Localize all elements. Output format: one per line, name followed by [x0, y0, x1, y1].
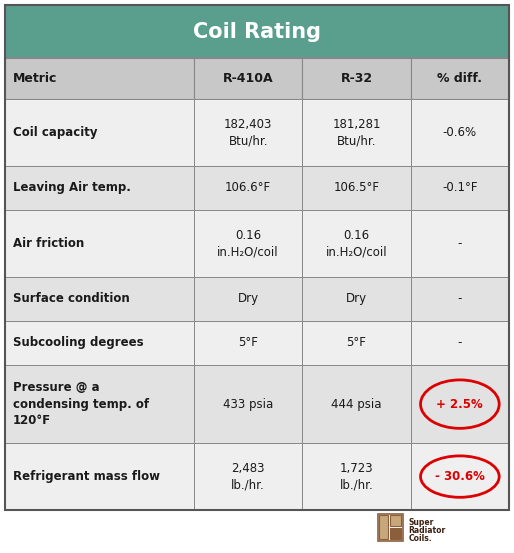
Bar — [5, 276, 194, 321]
Text: 0.16
in.H₂O/coil: 0.16 in.H₂O/coil — [217, 228, 279, 258]
Text: Dry: Dry — [237, 293, 259, 305]
Text: Pressure @ a
condensing temp. of
120°F: Pressure @ a condensing temp. of 120°F — [13, 381, 149, 427]
Text: Coil Rating: Coil Rating — [193, 22, 321, 41]
Text: Air friction: Air friction — [13, 237, 84, 250]
Bar — [302, 58, 411, 99]
Text: -: - — [457, 293, 462, 305]
Text: Subcooling degrees: Subcooling degrees — [13, 336, 143, 349]
Bar — [5, 5, 509, 58]
Bar — [194, 166, 302, 210]
Text: -0.6%: -0.6% — [443, 126, 477, 139]
Bar — [302, 99, 411, 166]
Text: 2,483
lb./hr.: 2,483 lb./hr. — [231, 462, 265, 492]
Bar — [411, 276, 509, 321]
Bar — [5, 321, 194, 365]
Text: 1,723
lb./hr.: 1,723 lb./hr. — [340, 462, 373, 492]
Bar — [302, 276, 411, 321]
Text: -: - — [457, 237, 462, 250]
Text: - 30.6%: - 30.6% — [435, 470, 485, 483]
Text: 0.16
in.H₂O/coil: 0.16 in.H₂O/coil — [326, 228, 388, 258]
Text: 444 psia: 444 psia — [332, 398, 382, 411]
Text: 5°F: 5°F — [346, 336, 366, 349]
Bar — [194, 365, 302, 443]
Bar — [194, 99, 302, 166]
Bar — [379, 515, 389, 539]
Text: Super: Super — [408, 518, 434, 527]
Bar — [411, 99, 509, 166]
Text: Dry: Dry — [346, 293, 367, 305]
Bar — [194, 443, 302, 510]
Text: 106.6°F: 106.6°F — [225, 181, 271, 194]
Bar — [5, 166, 194, 210]
Bar — [302, 321, 411, 365]
Text: Surface condition: Surface condition — [13, 293, 130, 305]
Bar — [194, 321, 302, 365]
Bar — [5, 365, 194, 443]
Bar — [411, 321, 509, 365]
Bar — [302, 210, 411, 276]
Bar — [302, 443, 411, 510]
Bar — [411, 365, 509, 443]
Bar — [5, 99, 194, 166]
Bar — [5, 210, 194, 276]
Bar — [390, 515, 401, 526]
Text: Coil capacity: Coil capacity — [13, 126, 98, 139]
Text: Leaving Air temp.: Leaving Air temp. — [13, 181, 131, 194]
Bar — [302, 365, 411, 443]
Text: R-410A: R-410A — [223, 72, 273, 85]
Bar — [194, 58, 302, 99]
Text: 5°F: 5°F — [238, 336, 258, 349]
Bar — [377, 514, 403, 540]
Text: Coils.: Coils. — [408, 534, 432, 543]
Bar — [411, 166, 509, 210]
Text: Metric: Metric — [13, 72, 58, 85]
Bar — [5, 58, 194, 99]
Bar — [5, 443, 194, 510]
Bar — [302, 166, 411, 210]
Text: + 2.5%: + 2.5% — [436, 398, 483, 411]
Text: Refrigerant mass flow: Refrigerant mass flow — [13, 470, 160, 483]
Text: -0.1°F: -0.1°F — [442, 181, 478, 194]
Text: 181,281
Btu/hr.: 181,281 Btu/hr. — [332, 118, 381, 147]
Bar — [194, 276, 302, 321]
Bar — [411, 58, 509, 99]
Bar — [411, 210, 509, 276]
Text: 433 psia: 433 psia — [223, 398, 273, 411]
Bar — [194, 210, 302, 276]
Text: 106.5°F: 106.5°F — [334, 181, 379, 194]
Bar — [411, 443, 509, 510]
Bar — [390, 528, 401, 539]
Text: -: - — [457, 336, 462, 349]
Text: Radiator: Radiator — [408, 526, 446, 535]
Text: R-32: R-32 — [340, 72, 373, 85]
Text: % diff.: % diff. — [437, 72, 482, 85]
Text: 182,403
Btu/hr.: 182,403 Btu/hr. — [224, 118, 272, 147]
